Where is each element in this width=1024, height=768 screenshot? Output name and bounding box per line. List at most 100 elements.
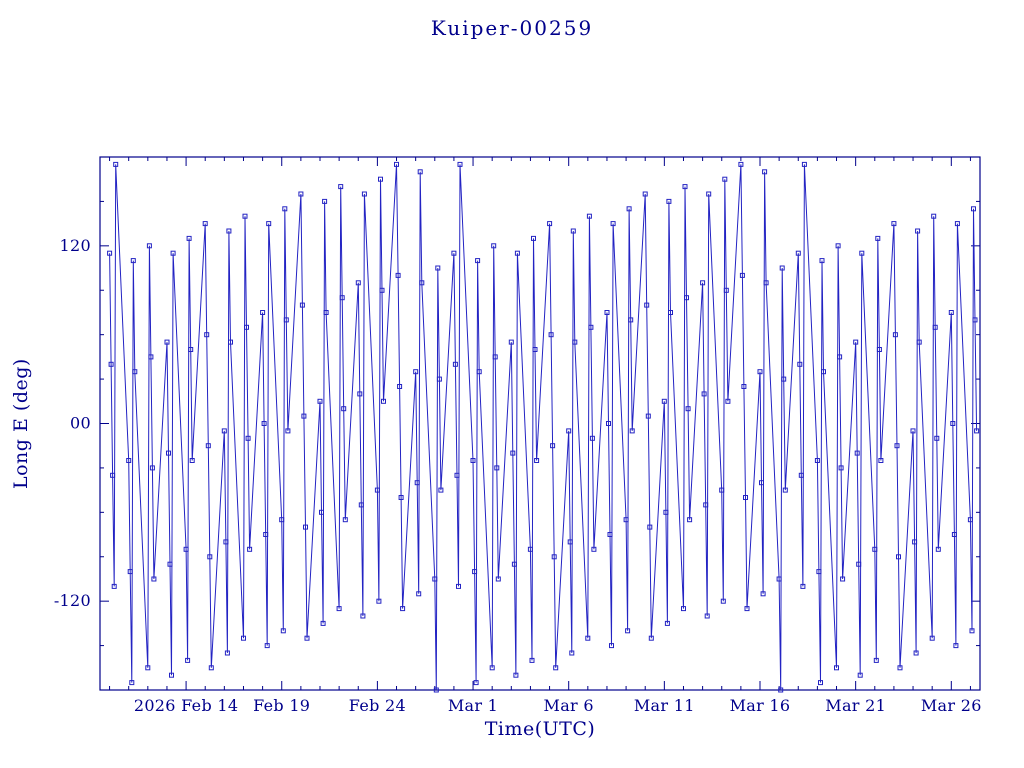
data-point-marker [242, 213, 248, 219]
data-point-marker [800, 583, 806, 589]
data-point-marker [854, 450, 860, 456]
data-point-marker [872, 546, 878, 552]
data-point-marker [759, 480, 764, 486]
data-point-marker [245, 435, 251, 441]
data-point-marker [628, 317, 634, 323]
data-point-marker [169, 672, 174, 678]
data-point-marker [837, 354, 843, 360]
data-point-marker [838, 465, 844, 471]
data-point-marker [835, 243, 841, 249]
data-point-marker [223, 539, 229, 545]
data-point-marker [261, 421, 267, 426]
data-point-marker [547, 221, 553, 227]
data-point-marker [185, 657, 191, 663]
x-tick-label: Mar 26 [921, 696, 982, 715]
data-point-marker [264, 643, 270, 649]
data-point-marker [935, 546, 941, 552]
data-point-marker [417, 169, 423, 175]
data-point-marker [896, 554, 901, 560]
data-point-marker [183, 546, 189, 552]
x-tick-label: Feb 19 [253, 696, 310, 715]
data-point-marker [151, 576, 157, 582]
data-point-marker [801, 161, 807, 167]
data-series-line [109, 164, 978, 691]
data-point-marker [913, 650, 919, 656]
data-point-marker [419, 280, 425, 286]
data-point-marker [438, 487, 444, 493]
data-point-marker [661, 398, 667, 404]
x-tick-label: 2026 Feb 14 [134, 696, 239, 715]
data-point-marker [527, 546, 533, 552]
data-point-marker [378, 176, 383, 182]
data-point-marker [338, 184, 344, 190]
data-point-marker [146, 243, 152, 249]
data-point-marker [840, 576, 846, 582]
data-point-marker [897, 665, 903, 671]
data-point-marker [821, 369, 826, 375]
data-point-marker [681, 606, 686, 612]
data-point-marker [454, 472, 460, 478]
data-point-marker [472, 569, 478, 575]
data-point-marker [782, 487, 788, 493]
data-point-marker [569, 650, 575, 656]
data-point-marker [760, 591, 766, 597]
data-point-marker [247, 546, 253, 552]
data-point-marker [260, 310, 266, 315]
data-point-marker [494, 465, 500, 471]
data-point-marker [126, 458, 132, 463]
data-point-marker [400, 606, 406, 612]
data-point-marker [113, 161, 119, 167]
data-point-marker [818, 680, 823, 686]
data-point-marker [623, 517, 629, 523]
data-point-marker [457, 161, 463, 167]
data-point-marker [397, 384, 403, 389]
data-point-marker [110, 472, 116, 478]
data-point-marker [553, 665, 559, 671]
data-point-marker [413, 369, 419, 375]
data-point-marker [663, 509, 669, 515]
data-point-marker [298, 191, 304, 197]
data-point-marker [668, 310, 673, 315]
data-point-marker [130, 258, 136, 264]
data-point-marker [342, 517, 348, 523]
data-point-marker [299, 302, 305, 308]
data-point-marker [280, 628, 286, 634]
data-point-marker [148, 354, 154, 360]
data-point-marker [207, 554, 213, 560]
data-point-marker [355, 280, 361, 286]
data-point-marker [626, 206, 632, 212]
data-point-marker [416, 591, 422, 597]
data-point-marker [703, 502, 709, 508]
data-point-marker [111, 583, 117, 589]
x-tick-label: Mar 16 [730, 696, 791, 715]
data-point-marker [645, 413, 651, 419]
plot-frame [99, 156, 981, 691]
data-point-marker [534, 458, 540, 463]
data-point-marker [432, 576, 438, 582]
y-tick-labels: 120 00 -120 [54, 236, 91, 610]
x-tick-labels: 2026 Feb 14 Feb 19 Feb 24 Mar 1 Mar 6 Mar 11 M… [134, 696, 982, 715]
data-point-marker [221, 428, 227, 434]
data-point-marker [395, 272, 401, 278]
data-point-marker [974, 428, 980, 434]
data-point-marker [208, 665, 214, 671]
data-point-marker [341, 406, 347, 412]
x-axis-label: Time(UTC) [484, 718, 596, 740]
data-point-marker [607, 532, 613, 537]
data-point-marker [682, 184, 688, 190]
data-point-marker [629, 428, 635, 434]
data-point-marker [816, 569, 822, 575]
data-point-marker [722, 176, 728, 182]
data-point-marker [451, 250, 457, 256]
data-point-marker [873, 657, 879, 663]
data-point-marker [757, 369, 763, 375]
data-point-marker [723, 287, 729, 293]
data-point-marker [132, 369, 138, 375]
data-point-marker [739, 272, 745, 278]
data-point-marker [948, 310, 954, 315]
data-point-marker [301, 413, 307, 419]
data-point-marker [687, 517, 693, 523]
data-point-marker [701, 391, 707, 397]
data-point-marker [720, 598, 726, 604]
